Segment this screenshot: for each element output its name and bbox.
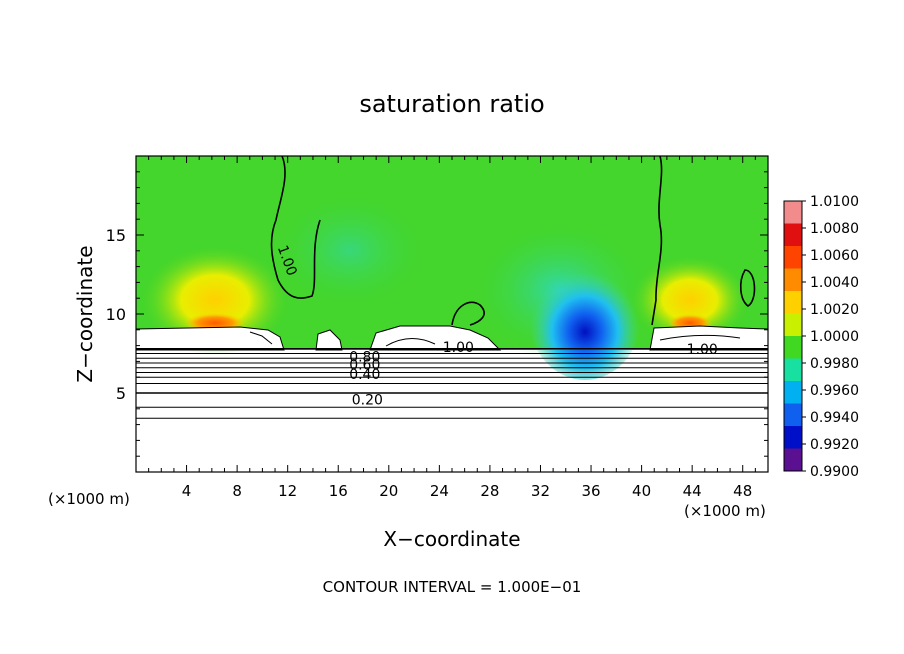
x-axis-label: X−coordinate [383, 527, 520, 551]
colorbar-label: 0.9940 [810, 410, 859, 426]
y-tick-label: 10 [106, 305, 126, 324]
cloud-layer [136, 325, 768, 351]
contour-line [136, 417, 768, 420]
x-tick-label: 12 [278, 482, 297, 500]
contour-line [136, 352, 768, 355]
colorbar-label: 1.0080 [810, 221, 859, 237]
cyan-region-2 [270, 190, 430, 310]
contour-label: 0.20 [352, 392, 383, 408]
contour-line [136, 391, 768, 395]
colorbar-label: 1.0000 [810, 329, 859, 345]
colorbar-segment [784, 448, 802, 472]
contour-line [136, 361, 768, 364]
contour-label: 0.40 [349, 367, 380, 383]
y-axis: 5 10 15 [106, 171, 768, 457]
colorbar-label: 0.9980 [810, 356, 859, 372]
contour-line [136, 366, 768, 369]
colorbar-label: 0.9900 [810, 464, 859, 480]
y-tick-label: 15 [106, 226, 126, 245]
warm-region-right [630, 255, 750, 345]
x-tick-label: 36 [581, 482, 600, 500]
contour-lines-lower [136, 347, 768, 420]
x-unit-right: (×1000 m) [684, 502, 766, 520]
colorbar-segment [784, 426, 802, 449]
contour-line [136, 376, 768, 378]
colorbar-segment [784, 201, 802, 224]
contour-line [136, 382, 768, 385]
colorbar-segment [784, 336, 802, 359]
contour-interval-note: CONTOUR INTERVAL = 1.000E−01 [323, 578, 582, 596]
x-tick-label: 48 [733, 482, 752, 500]
contour-label: 0.80 [349, 350, 380, 366]
y-tick-label: 5 [116, 384, 126, 403]
colorbar-label: 1.0040 [810, 275, 859, 291]
colorbar-segment [784, 291, 802, 314]
colorbar-label: 1.0020 [810, 302, 859, 318]
warm-region-left [140, 245, 290, 355]
colorbar-segment [784, 268, 802, 292]
x-tick-label: 16 [329, 482, 348, 500]
plot-area [136, 156, 768, 472]
chart-title: saturation ratio [359, 90, 544, 118]
colorbar-label: 0.9960 [810, 383, 859, 399]
x-tick-label: 40 [632, 482, 651, 500]
colorbar-segment [784, 381, 802, 404]
cloud-inner-contours [249, 331, 741, 347]
contour-100-lines [270, 156, 756, 326]
contour-label: 1.00 [687, 342, 718, 358]
colorbar-segment [784, 246, 802, 269]
contour-line [136, 371, 768, 374]
colorbar-segment [784, 223, 802, 247]
contour-label: 0.60 [349, 358, 380, 374]
contour-line [136, 406, 768, 408]
colorbar-segment [784, 313, 802, 337]
contour-line [136, 357, 768, 359]
x-tick-label: 8 [232, 482, 242, 500]
x-axis: 4 8 12 16 20 24 28 32 36 40 44 48 [148, 156, 756, 500]
colorbar-label: 0.9920 [810, 437, 859, 453]
blue-region [530, 260, 640, 380]
x-tick-label: 24 [430, 482, 449, 500]
contour-label: 1.00 [443, 340, 474, 356]
x-tick-label: 32 [531, 482, 550, 500]
colorbar-segment [784, 358, 802, 382]
x-tick-label: 44 [683, 482, 702, 500]
x-tick-label: 28 [480, 482, 499, 500]
colorbar: 1.0100 1.0080 1.0060 1.0040 1.0020 1.0000 0.99… [783, 194, 859, 480]
y-axis-label: Z−coordinate [73, 245, 97, 382]
colorbar-label: 1.0060 [810, 248, 859, 264]
x-unit-left: (×1000 m) [48, 490, 130, 508]
x-tick-label: 20 [379, 482, 398, 500]
contour-line [136, 347, 768, 350]
colorbar-segment [784, 403, 802, 427]
colorbar-label: 1.0100 [810, 194, 859, 210]
x-tick-label: 4 [182, 482, 192, 500]
